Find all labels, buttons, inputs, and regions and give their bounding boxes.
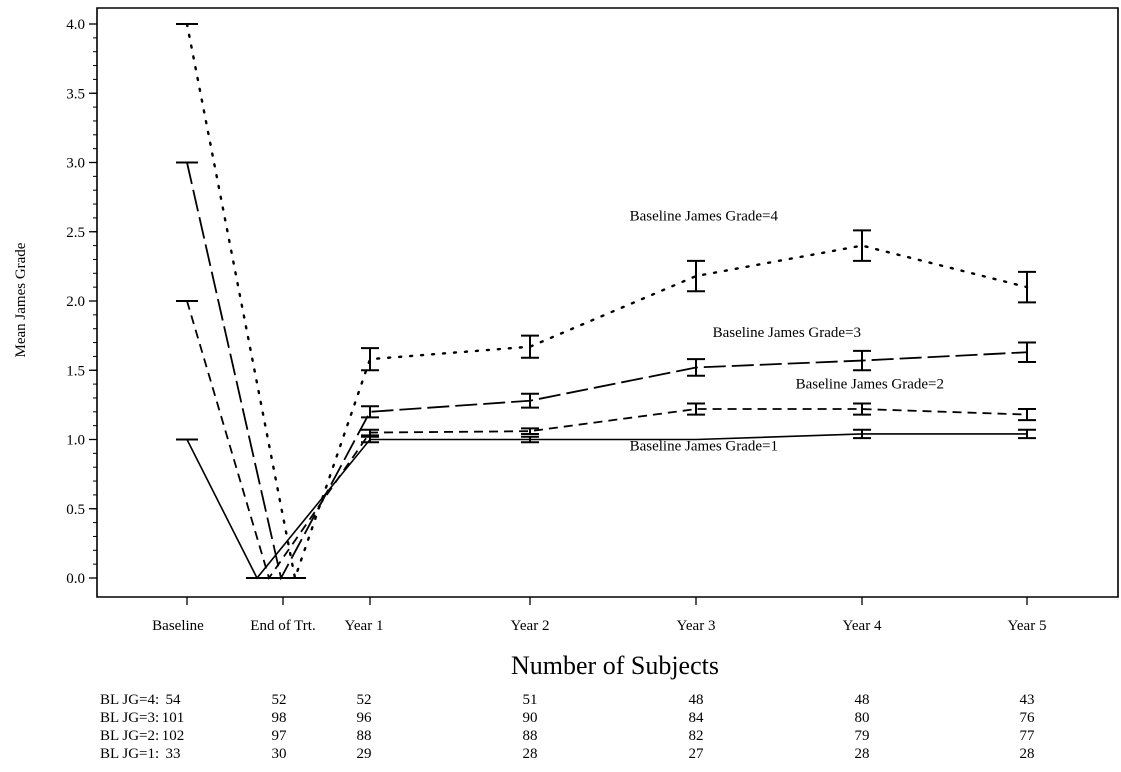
x-tick-label: Year 2 (511, 618, 550, 634)
count-cell: 52 (272, 692, 287, 708)
count-cell: 79 (855, 728, 870, 744)
error-bar (687, 358, 705, 377)
subjects-table: BL JG=4: 54 52 52 51 48 48 43 BL JG=3: 101 98 96 90 8… (100, 692, 1035, 762)
y-tick-label: 4.0 (66, 17, 85, 33)
count-cell: 96 (357, 710, 373, 726)
count-cell: 52 (357, 692, 372, 708)
error-bar (853, 428, 871, 440)
count-cell: 84 (689, 710, 705, 726)
count-cell: 48 (855, 692, 870, 708)
count-cell: 27 (689, 746, 705, 762)
count-cell: 48 (689, 692, 704, 708)
y-tick-label: 3.0 (66, 156, 85, 172)
error-bar (521, 435, 539, 444)
table-row: BL JG=3: 101 98 96 90 84 80 76 (100, 710, 1035, 726)
count-cell: 77 (1020, 728, 1036, 744)
y-tick-label: 1.0 (66, 433, 85, 449)
count-cell: 101 (162, 710, 185, 726)
count-cell: 28 (523, 746, 538, 762)
labels-layer: Baseline James Grade=4 Baseline James Gra… (630, 209, 944, 455)
count-cell: 30 (272, 746, 287, 762)
error-bar (361, 435, 379, 444)
axes: 0.0 0.5 1.0 1.5 2.0 2.5 3.0 3.5 4.0 Baseline End o… (66, 7, 1119, 634)
count-cell: 98 (272, 710, 287, 726)
count-cell: 82 (689, 728, 704, 744)
y-tick-label: 3.5 (66, 86, 85, 102)
error-bar (361, 405, 379, 419)
count-cell: 33 (166, 746, 181, 762)
series-label: Baseline James Grade=1 (630, 439, 778, 455)
y-tick-label: 2.5 (66, 225, 85, 241)
series-label: Baseline James Grade=3 (713, 325, 861, 341)
series-line (185, 22, 1029, 583)
row-label: BL JG=3: (100, 710, 159, 726)
error-bar (521, 334, 539, 359)
row-label: BL JG=1: (100, 746, 159, 762)
count-cell: 54 (166, 692, 182, 708)
error-bar (687, 259, 705, 293)
count-cell: 51 (523, 692, 538, 708)
series-label: Baseline James Grade=4 (630, 209, 779, 225)
error-bar (1018, 408, 1036, 422)
y-tick-label: 0.5 (66, 502, 85, 518)
y-tick-label: 1.5 (66, 363, 85, 379)
count-cell: 88 (523, 728, 538, 744)
error-bar (1018, 270, 1036, 304)
series-line (186, 433, 1027, 580)
series-2 (176, 161, 1036, 581)
series-layer (176, 22, 1036, 583)
subjects-table-title: Number of Subjects (511, 651, 719, 680)
row-label: BL JG=2: (100, 728, 159, 744)
error-bar (361, 347, 379, 372)
error-bar (853, 349, 871, 372)
count-cell: 76 (1020, 710, 1036, 726)
count-cell: 28 (1020, 746, 1035, 762)
row-label: BL JG=4: (100, 692, 159, 708)
x-tick-label: Year 1 (345, 618, 384, 634)
error-bar (687, 402, 705, 416)
count-cell: 80 (855, 710, 870, 726)
series-4 (176, 428, 1036, 580)
count-cell: 88 (357, 728, 372, 744)
error-bar (1018, 428, 1036, 440)
error-bar (521, 392, 539, 409)
error-bar (1018, 341, 1036, 363)
count-cell: 102 (162, 728, 185, 744)
plot-frame (96, 7, 1119, 598)
y-tick-label: 2.0 (66, 294, 85, 310)
error-bar (853, 402, 871, 416)
series-3 (176, 300, 1036, 581)
x-tick-label: Year 5 (1008, 618, 1047, 634)
count-cell: 29 (357, 746, 372, 762)
y-axis-label: Mean James Grade (13, 242, 29, 357)
table-row: BL JG=1: 33 30 29 28 27 28 28 (100, 746, 1035, 762)
x-tick-label: Year 4 (843, 618, 882, 634)
table-row: BL JG=4: 54 52 52 51 48 48 43 (100, 692, 1035, 708)
x-tick-label: End of Trt. (250, 618, 315, 634)
error-bar (853, 229, 871, 262)
table-row: BL JG=2: 102 97 88 88 82 79 77 (100, 728, 1035, 744)
series-1 (176, 22, 1036, 583)
x-tick-label: Year 3 (677, 618, 716, 634)
count-cell: 43 (1020, 692, 1035, 708)
error-bar (361, 428, 379, 437)
series-label: Baseline James Grade=2 (796, 376, 944, 392)
x-tick-label: Baseline (152, 618, 204, 634)
error-bar (521, 427, 539, 435)
count-cell: 90 (523, 710, 538, 726)
count-cell: 28 (855, 746, 870, 762)
y-tick-label: 0.0 (66, 571, 85, 587)
count-cell: 97 (272, 728, 288, 744)
